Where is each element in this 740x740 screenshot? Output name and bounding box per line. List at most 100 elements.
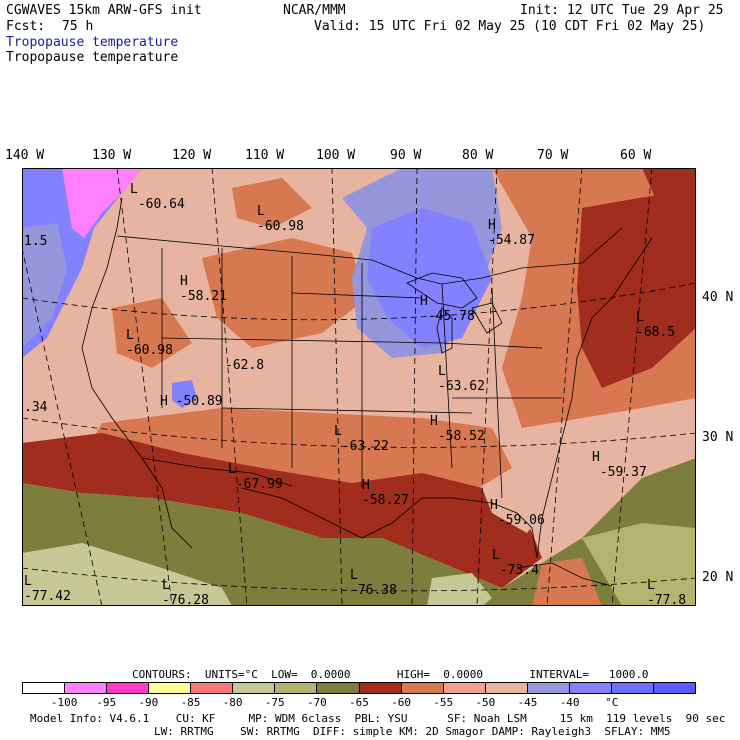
low-label: L -63.22 — [334, 424, 389, 454]
region-florida-pink — [482, 488, 542, 533]
region-atlantic-red — [577, 188, 696, 388]
lon-line-70w — [546, 168, 583, 606]
color-scale-bound-label: -40 — [559, 696, 580, 709]
lat-line-40n — [22, 282, 696, 321]
lake-superior-outline — [406, 272, 478, 309]
color-scale-bound-label: -95 — [96, 696, 117, 709]
color-scale-bar — [22, 682, 696, 694]
color-scale-bound-label: -85 — [180, 696, 201, 709]
cuba-outline — [516, 562, 613, 587]
color-scale-swatch — [527, 683, 570, 693]
color-scale-bound-label: -75 — [264, 696, 285, 709]
region-ne-red — [642, 168, 696, 213]
field-title: Tropopause temperature — [6, 50, 179, 65]
color-scale-swatch — [275, 683, 318, 693]
state-line — [221, 407, 473, 414]
map-lines-layer — [22, 168, 696, 606]
color-scale-swatch — [23, 683, 66, 693]
color-scale-swatch — [401, 683, 444, 693]
map-fill-layer — [22, 168, 696, 606]
high-label: H -59.06 — [490, 498, 545, 528]
color-scale-bound-label: -100 — [50, 696, 78, 709]
tropopause-temperature-map: L -60.64 L -60.98 H -54.87 1.5 H -58.21 H -… — [22, 168, 696, 608]
fcst-label: Fcst: — [6, 19, 46, 34]
state-line — [441, 283, 453, 469]
model-title: CGWAVES 15km ARW-GFS init — [6, 3, 202, 18]
lon-line-90w — [411, 168, 418, 606]
region-tropics-olive — [22, 458, 696, 606]
color-scale-swatch — [653, 683, 695, 693]
map-border — [22, 168, 696, 606]
color-scale-bound-label: -90 — [138, 696, 159, 709]
region-south-red-band — [22, 433, 542, 588]
lake-michigan-outline — [436, 307, 453, 354]
fcst-value: 75 h — [62, 19, 94, 34]
low-label: L -63.62 — [438, 364, 485, 394]
color-scale-bound-label: -70 — [306, 696, 327, 709]
west-coastline — [81, 197, 193, 549]
region-nw-pink — [62, 168, 142, 238]
color-scale-swatch — [107, 683, 150, 693]
color-scale-bound-label: -65 — [349, 696, 369, 709]
model-info-line2: LW: RRTMG SW: RRTMG DIFF: simple KM: 2D … — [154, 725, 671, 738]
init-time: Init: 12 UTC Tue 29 Apr 25 — [520, 3, 724, 18]
color-scale-swatch — [149, 683, 192, 693]
region-sw-blue — [172, 380, 197, 408]
region-nw-lavender — [22, 223, 67, 348]
mexico-border — [141, 457, 293, 487]
edge-value-label: 1.5 — [24, 234, 48, 249]
low-label: L -60.98 — [126, 328, 173, 358]
high-label: H -45.78 — [420, 294, 475, 324]
region-mt-orange — [232, 178, 312, 228]
high-label: H -50.89 — [160, 394, 223, 409]
contours-info: CONTOURS: UNITS=°C LOW= 0.0000 HIGH= 0.0… — [132, 668, 649, 681]
color-scale-swatch — [191, 683, 234, 693]
high-label: H -58.52 — [430, 414, 485, 444]
color-scale-swatch — [359, 683, 402, 693]
color-scale-bound-label: -55 — [433, 696, 454, 709]
lon-line-110w — [211, 168, 248, 606]
lon-label-60w: 60 W — [620, 148, 652, 163]
center-label: NCAR/MMM — [283, 3, 346, 18]
lon-label-130w: 130 W — [92, 148, 132, 163]
color-scale-swatch — [317, 683, 360, 693]
lon-line-100w — [331, 168, 343, 606]
state-line — [291, 292, 423, 299]
color-scale-bound-label: -45 — [517, 696, 538, 709]
region-carib-light-olive — [427, 573, 492, 606]
color-scale-swatch — [569, 683, 612, 693]
region-lakes-blue — [367, 208, 492, 348]
color-scale-swatch — [65, 683, 108, 693]
lon-label-70w: 70 W — [537, 148, 569, 163]
model-info-line1: Model Info: V4.6.1 CU: KF MP: WDM 6class… — [30, 712, 726, 725]
gulf-coastline — [241, 487, 538, 559]
low-label: L -77.8 — [647, 578, 687, 608]
state-line — [441, 342, 543, 349]
low-label: L -67.99 — [228, 462, 283, 492]
lake-huron-outline — [471, 302, 503, 334]
value-label: -62.8 — [225, 358, 265, 373]
east-coastline — [536, 237, 653, 559]
state-line — [161, 337, 443, 344]
low-label: L -76.38 — [350, 568, 397, 598]
low-label: L -77.42 — [24, 574, 71, 604]
color-scale-bound-label: -50 — [475, 696, 496, 709]
high-label: H -58.21 — [180, 274, 227, 304]
lon-label-90w: 90 W — [390, 148, 422, 163]
low-label: L -73.4 — [492, 548, 539, 578]
lon-label-120w: 120 W — [172, 148, 212, 163]
high-label: H -59.37 — [592, 450, 647, 480]
high-label: H -54.87 — [488, 218, 535, 248]
color-scale-bound-label: -60 — [391, 696, 412, 709]
low-label: L -76.28 — [162, 578, 209, 608]
lon-line-60w — [611, 168, 653, 606]
color-scale-swatch — [611, 683, 654, 693]
lon-label-80w: 80 W — [462, 148, 494, 163]
low-label: L -60.64 — [130, 182, 185, 212]
color-scale-bound-label: -80 — [222, 696, 243, 709]
region-plains-orange — [202, 238, 367, 348]
state-line — [491, 287, 503, 499]
field-title-blue: Tropopause temperature — [6, 35, 179, 50]
low-label: L -68.5 — [636, 310, 676, 340]
lon-label-100w: 100 W — [316, 148, 356, 163]
